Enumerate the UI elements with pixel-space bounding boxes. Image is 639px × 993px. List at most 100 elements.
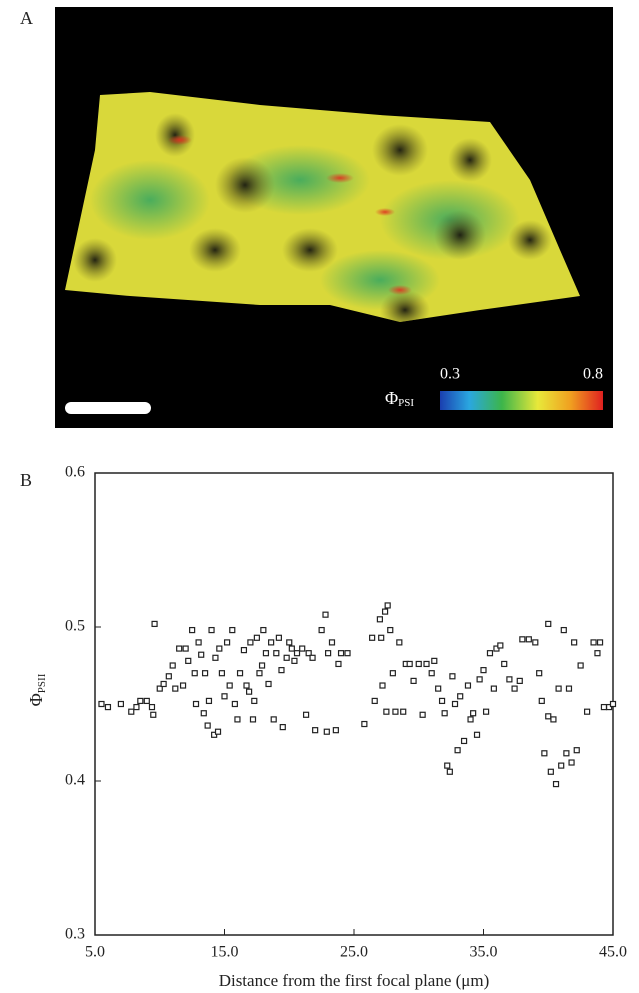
- point: [299, 645, 306, 652]
- point: [486, 650, 494, 657]
- point: [148, 703, 156, 711]
- point: [117, 700, 125, 708]
- point: [396, 639, 403, 646]
- point: [156, 685, 163, 692]
- point: [560, 626, 567, 634]
- x-tick-label: 35.0: [470, 944, 498, 961]
- point: [441, 710, 448, 717]
- point: [545, 713, 552, 720]
- point: [449, 673, 456, 680]
- point: [594, 650, 601, 657]
- point: [302, 711, 310, 718]
- point: [268, 639, 275, 646]
- point: [538, 697, 545, 705]
- point: [133, 703, 140, 711]
- y-tick-label: 0.5: [65, 618, 85, 635]
- point: [265, 680, 272, 688]
- point: [400, 708, 407, 715]
- point: [293, 650, 301, 657]
- point: [444, 762, 451, 769]
- point: [247, 639, 254, 646]
- x-tick-label: 25.0: [340, 944, 368, 961]
- point: [438, 697, 446, 705]
- point: [216, 645, 223, 652]
- point: [555, 685, 562, 692]
- point: [410, 677, 417, 685]
- surface-image: [65, 92, 580, 322]
- point: [573, 747, 580, 754]
- point: [470, 710, 477, 717]
- point: [322, 611, 329, 618]
- point: [600, 703, 608, 711]
- panel-a: A ΦPSI: [20, 7, 613, 428]
- point: [379, 682, 386, 689]
- point: [381, 608, 389, 615]
- point: [501, 660, 508, 668]
- point: [251, 697, 258, 705]
- point: [234, 716, 241, 723]
- point: [236, 670, 244, 677]
- point: [165, 673, 172, 680]
- plot-frame: [94, 472, 614, 936]
- y-tick-label: 0.3: [65, 926, 85, 943]
- point: [256, 670, 263, 677]
- point: [192, 700, 200, 708]
- point: [312, 727, 319, 734]
- point: [286, 639, 293, 646]
- point: [169, 662, 176, 669]
- colorbar-label-sub: PSI: [398, 397, 414, 409]
- point: [218, 670, 226, 677]
- point: [506, 676, 513, 683]
- point: [383, 708, 390, 715]
- y-axis-label-main: Φ: [26, 693, 46, 706]
- x-tick-label: 45.0: [599, 944, 627, 961]
- point: [212, 654, 219, 661]
- point: [467, 716, 474, 723]
- point: [590, 639, 597, 646]
- point: [191, 670, 198, 677]
- point: [176, 645, 183, 652]
- point: [273, 650, 280, 657]
- point: [278, 667, 285, 674]
- point: [532, 639, 539, 646]
- point: [305, 650, 312, 657]
- point: [249, 716, 257, 723]
- point: [550, 716, 557, 723]
- point: [563, 750, 570, 757]
- point: [243, 682, 250, 689]
- point: [226, 682, 233, 689]
- point: [214, 728, 222, 735]
- point: [204, 722, 211, 729]
- point: [182, 645, 189, 652]
- colorbar: [440, 391, 603, 410]
- point: [435, 685, 442, 692]
- point: [143, 697, 150, 705]
- point: [482, 708, 490, 715]
- point: [565, 685, 573, 692]
- point: [497, 642, 504, 649]
- colorbar-label-main: Φ: [385, 388, 398, 408]
- point: [328, 639, 336, 646]
- point: [454, 747, 461, 754]
- point: [577, 662, 584, 669]
- point: [205, 697, 213, 705]
- point: [160, 680, 167, 688]
- point: [431, 657, 438, 664]
- point: [457, 693, 464, 700]
- point: [337, 650, 345, 657]
- y-tick-label: 0.6: [65, 464, 85, 481]
- point: [511, 685, 518, 692]
- y-axis-label-sub: PSII: [36, 673, 48, 693]
- y-axis-label: ΦPSII: [26, 673, 47, 706]
- point: [223, 639, 231, 646]
- scale-bar: [65, 402, 151, 414]
- point: [179, 682, 187, 689]
- panel-label: A: [20, 8, 33, 28]
- point: [384, 602, 391, 609]
- point: [246, 688, 253, 695]
- point: [104, 703, 112, 711]
- colorbar-tick-label: 0.8: [583, 366, 603, 383]
- point: [172, 685, 179, 692]
- x-tick-label: 5.0: [85, 944, 105, 961]
